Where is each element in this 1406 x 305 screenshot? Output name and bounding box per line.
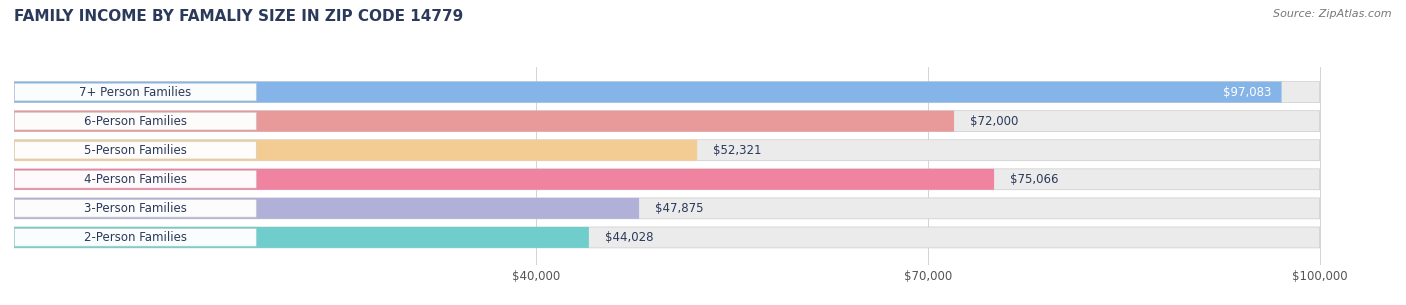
FancyBboxPatch shape [14,140,1320,161]
Text: 4-Person Families: 4-Person Families [84,173,187,186]
FancyBboxPatch shape [14,198,640,219]
Text: 6-Person Families: 6-Person Families [84,115,187,128]
Text: 2-Person Families: 2-Person Families [84,231,187,244]
Text: 5-Person Families: 5-Person Families [84,144,187,157]
Text: FAMILY INCOME BY FAMALIY SIZE IN ZIP CODE 14779: FAMILY INCOME BY FAMALIY SIZE IN ZIP COD… [14,9,464,24]
FancyBboxPatch shape [14,200,256,217]
Text: $52,321: $52,321 [713,144,761,157]
FancyBboxPatch shape [14,227,1320,248]
Text: Source: ZipAtlas.com: Source: ZipAtlas.com [1274,9,1392,19]
FancyBboxPatch shape [14,142,256,159]
FancyBboxPatch shape [14,229,256,246]
Text: $72,000: $72,000 [970,115,1018,128]
Text: $75,066: $75,066 [1010,173,1059,186]
FancyBboxPatch shape [14,82,1320,102]
Text: $47,875: $47,875 [655,202,703,215]
FancyBboxPatch shape [14,169,994,190]
FancyBboxPatch shape [14,140,697,161]
FancyBboxPatch shape [14,227,589,248]
FancyBboxPatch shape [14,170,256,188]
FancyBboxPatch shape [14,113,256,130]
Text: $44,028: $44,028 [605,231,652,244]
FancyBboxPatch shape [14,198,1320,219]
FancyBboxPatch shape [14,111,1320,132]
Text: $97,083: $97,083 [1223,86,1271,99]
FancyBboxPatch shape [14,169,1320,190]
Text: 7+ Person Families: 7+ Person Families [79,86,191,99]
Text: 3-Person Families: 3-Person Families [84,202,187,215]
FancyBboxPatch shape [14,82,1281,102]
FancyBboxPatch shape [14,111,955,132]
FancyBboxPatch shape [14,83,256,101]
